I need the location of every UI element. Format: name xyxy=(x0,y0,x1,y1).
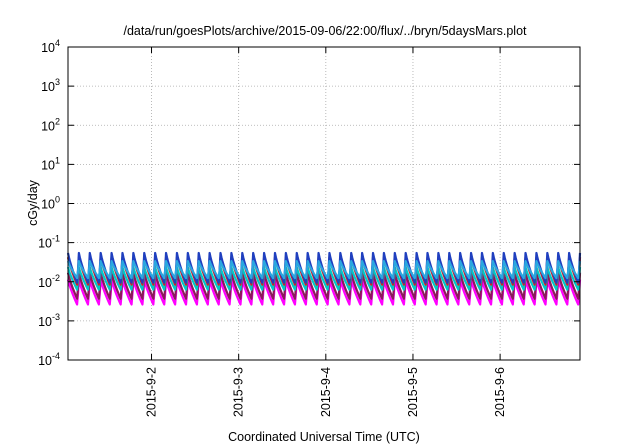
y-tick-label: 10-2 xyxy=(38,273,60,290)
y-tick-label: 100 xyxy=(41,195,60,212)
x-axis: 2015-9-2 2015-9-3 2015-9-4 2015-9-5 2015-9-6 xyxy=(145,47,507,417)
series-layer xyxy=(66,251,582,306)
y-axis: 10-4 10-3 10-2 10-1 100 101 102 103 104 xyxy=(38,38,580,368)
chart-title: /data/run/goesPlots/archive/2015-09-06/2… xyxy=(123,24,527,38)
series-line-2 xyxy=(66,271,582,300)
y-tick-label: 10-1 xyxy=(38,234,60,251)
x-tick-label: 2015-9-4 xyxy=(319,367,333,417)
y-tick-label: 104 xyxy=(41,38,60,55)
series-line-1 xyxy=(66,278,582,306)
y-tick-label: 103 xyxy=(41,77,60,94)
grid xyxy=(68,47,580,360)
x-tick-label: 2015-9-6 xyxy=(493,367,507,417)
y-tick-label: 101 xyxy=(41,155,60,172)
x-tick-label: 2015-9-5 xyxy=(406,367,420,417)
y-tick-label: 10-3 xyxy=(38,312,60,329)
x-tick-label: 2015-9-3 xyxy=(232,367,246,417)
y-axis-label: cGy/day xyxy=(26,179,40,226)
y-tick-label: 10-4 xyxy=(38,351,60,368)
x-tick-label: 2015-9-2 xyxy=(145,367,159,417)
y-tick-label: 102 xyxy=(41,116,60,133)
x-axis-label: Coordinated Universal Time (UTC) xyxy=(228,430,420,444)
series-line-6 xyxy=(66,260,582,280)
series-line-3 xyxy=(66,265,582,291)
